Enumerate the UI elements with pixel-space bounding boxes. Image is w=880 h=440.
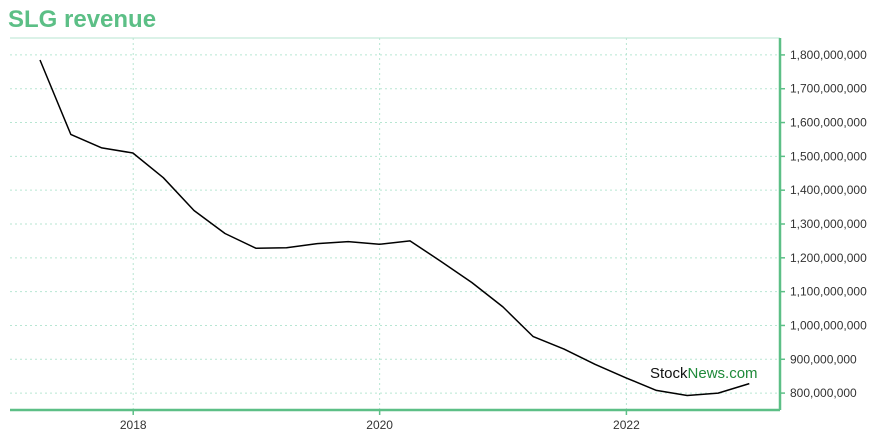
chart-title: SLG revenue (8, 6, 157, 33)
y-tick-label: 1,200,000,000 (790, 251, 867, 265)
y-tick-label: 1,800,000,000 (790, 48, 867, 62)
y-tick-label: 1,500,000,000 (790, 149, 867, 163)
axes (10, 38, 785, 415)
grid-lines (10, 37, 780, 410)
x-tick-label: 2020 (366, 418, 393, 432)
y-tick-label: 1,700,000,000 (790, 82, 867, 96)
watermark-part2: News.com (687, 365, 758, 382)
plot-area (39, 59, 750, 397)
watermark-part1: Stock (650, 365, 688, 382)
y-tick-label: 900,000,000 (790, 352, 857, 366)
y-tick-label: 1,000,000,000 (790, 318, 867, 332)
y-tick-label: 1,100,000,000 (790, 285, 867, 299)
x-tick-label: 2022 (613, 418, 640, 432)
x-tick-label: 2018 (120, 418, 147, 432)
stocknews-watermark: StockNews.com (650, 365, 758, 382)
y-tick-label: 1,300,000,000 (790, 217, 867, 231)
y-tick-label: 1,400,000,000 (790, 183, 867, 197)
y-tick-label: 800,000,000 (790, 386, 857, 400)
tick-labels: 800,000,000 900,000,000 1,000,000,000 1,100… (120, 48, 867, 432)
revenue-series-line (39, 59, 750, 397)
y-tick-label: 1,600,000,000 (790, 116, 867, 130)
